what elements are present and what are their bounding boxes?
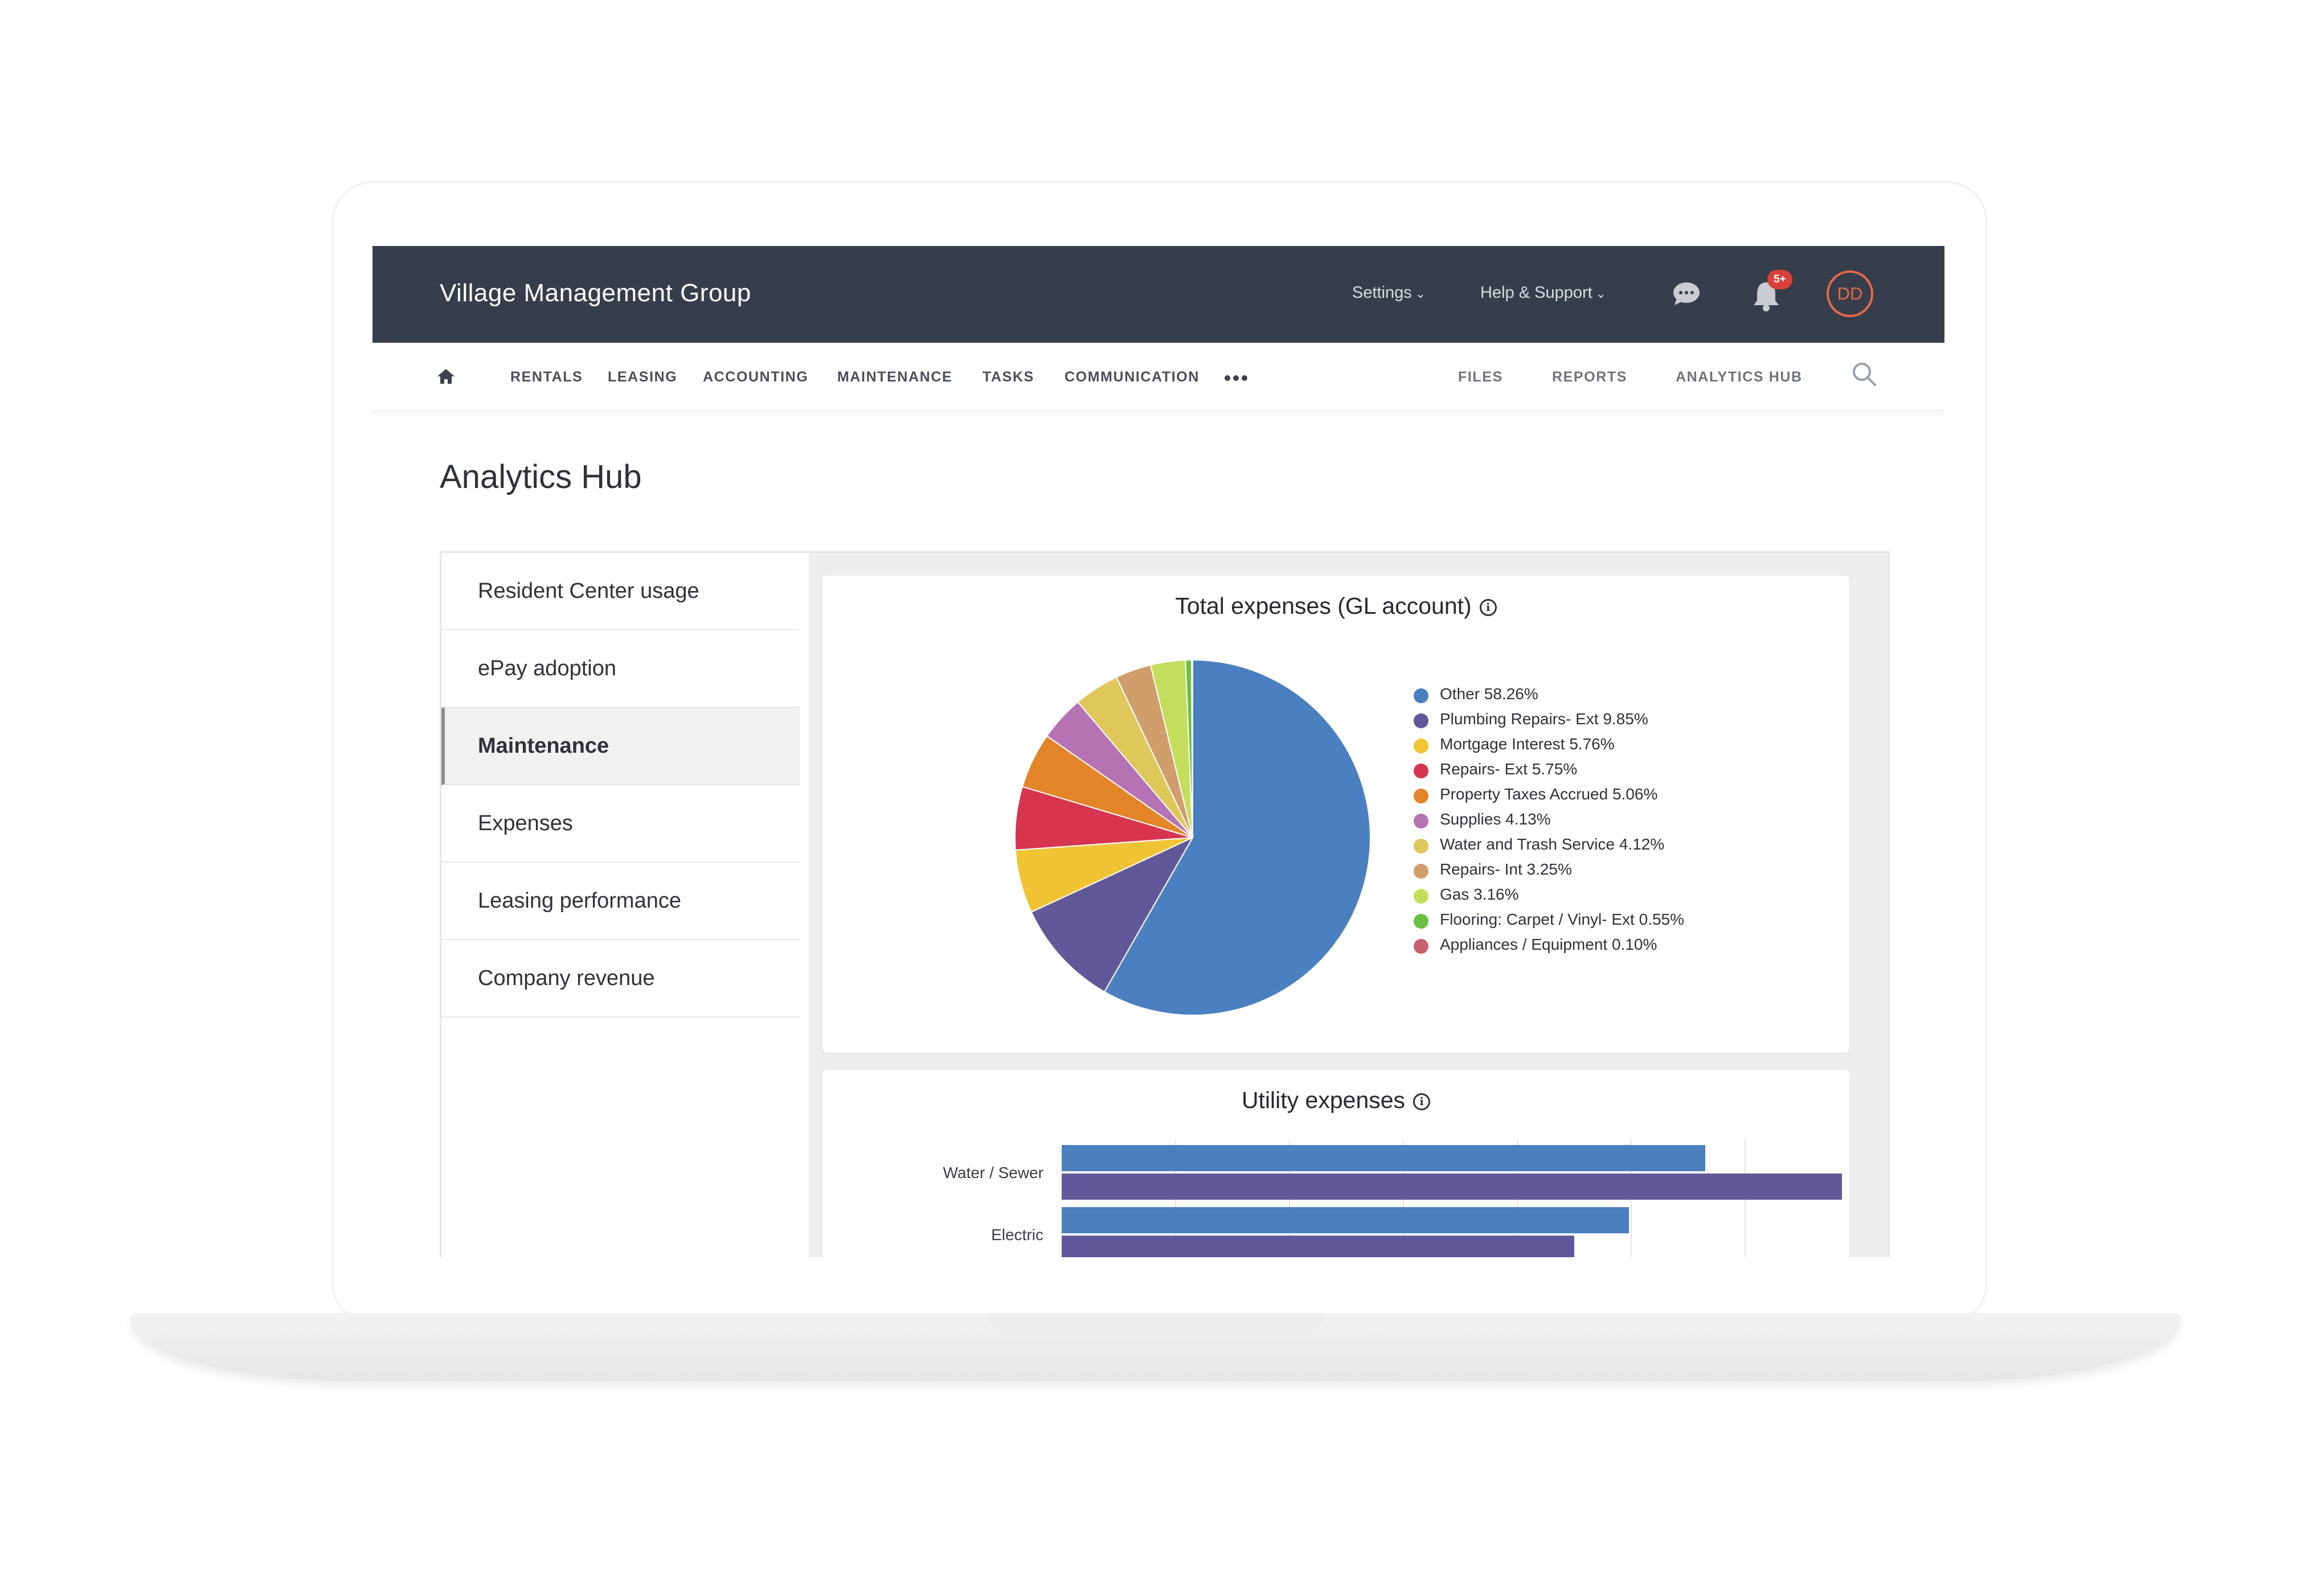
utility-expenses-card: Utility expenses i Water / Sewer Electric [822, 1070, 1849, 1257]
analytics-panel: Resident Center usage ePay adoption Main… [440, 551, 1890, 1257]
legend-item[interactable]: Repairs- Int 3.25% [1414, 859, 1733, 880]
main-nav: RENTALS LEASING ACCOUNTING MAINTENANCE T… [372, 343, 1944, 411]
legend-swatch [1414, 764, 1428, 778]
pie-legend: Other 58.26% Plumbing Repairs- Ext 9.85% M… [1414, 684, 1733, 959]
app-screen: Village Management Group Settings ⌄ Help … [372, 246, 1944, 1257]
bar[interactable] [1062, 1145, 1705, 1171]
legend-swatch [1414, 738, 1428, 753]
info-icon[interactable]: i [1479, 599, 1497, 617]
bar[interactable] [1062, 1174, 1842, 1200]
sidebar-item-expenses[interactable]: Expenses [441, 785, 800, 863]
analytics-sidebar: Resident Center usage ePay adoption Main… [441, 553, 800, 1257]
help-support-label: Help & Support [1480, 284, 1592, 302]
legend-item[interactable]: Plumbing Repairs- Ext 9.85% [1414, 709, 1733, 729]
chevron-down-icon: ⌄ [1415, 286, 1426, 301]
legend-swatch [1414, 889, 1428, 904]
legend-item[interactable]: Gas 3.16% [1414, 884, 1733, 905]
legend-label: Repairs- Int 3.25% [1440, 860, 1572, 878]
nav-communication[interactable]: COMMUNICATION [1065, 369, 1199, 385]
pie-slice-1[interactable] [1030, 836, 1194, 993]
top-bar: Village Management Group Settings ⌄ Help … [372, 246, 1944, 343]
legend-label: Flooring: Carpet / Vinyl- Ext 0.55% [1440, 910, 1685, 928]
legend-item[interactable]: Property Taxes Accrued 5.06% [1414, 784, 1733, 805]
category-label: Water / Sewer [943, 1164, 1043, 1181]
search-icon[interactable] [1851, 361, 1877, 387]
legend-label: Mortgage Interest 5.76% [1440, 735, 1615, 753]
legend-swatch [1414, 814, 1428, 828]
legend-swatch [1414, 864, 1428, 879]
legend-item[interactable]: Mortgage Interest 5.76% [1414, 734, 1733, 754]
legend-label: Gas 3.16% [1440, 885, 1519, 903]
company-name[interactable]: Village Management Group [440, 279, 751, 307]
utility-expenses-title-text: Utility expenses [1241, 1087, 1406, 1113]
legend-label: Water and Trash Service 4.12% [1440, 835, 1665, 853]
legend-swatch [1414, 839, 1428, 854]
total-expenses-card: Total expenses (GL account) i Other 58.26… [822, 576, 1849, 1053]
legend-item[interactable]: Repairs- Ext 5.75% [1414, 759, 1733, 779]
legend-label: Other 58.26% [1440, 685, 1538, 703]
legend-item[interactable]: Water and Trash Service 4.12% [1414, 834, 1733, 855]
legend-swatch [1414, 713, 1428, 728]
legend-swatch [1414, 688, 1428, 703]
nav-rentals[interactable]: RENTALS [510, 369, 583, 385]
sidebar-item-epay-adoption[interactable]: ePay adoption [441, 630, 800, 708]
total-expenses-title: Total expenses (GL account) i [822, 593, 1849, 619]
legend-label: Plumbing Repairs- Ext 9.85% [1440, 710, 1648, 728]
nav-maintenance[interactable]: MAINTENANCE [837, 369, 953, 385]
chevron-down-icon: ⌄ [1595, 286, 1607, 301]
nav-accounting[interactable]: ACCOUNTING [703, 369, 809, 385]
legend-label: Repairs- Ext 5.75% [1440, 760, 1578, 778]
legend-label: Supplies 4.13% [1440, 810, 1551, 828]
total-expenses-pie [1014, 659, 1371, 1016]
pie-slice-0[interactable] [1103, 659, 1371, 1016]
chat-icon[interactable] [1672, 281, 1701, 306]
legend-item[interactable]: Supplies 4.13% [1414, 809, 1733, 830]
nav-tasks[interactable]: TASKS [982, 369, 1034, 385]
sidebar-item-leasing-performance[interactable]: Leasing performance [441, 863, 800, 940]
settings-menu[interactable]: Settings ⌄ [1352, 284, 1426, 302]
user-avatar[interactable]: DD [1827, 270, 1873, 317]
category-label: Electric [991, 1226, 1043, 1244]
bar[interactable] [1062, 1236, 1574, 1257]
utility-expenses-title: Utility expenses i [822, 1087, 1849, 1114]
legend-label: Appliances / Equipment 0.10% [1440, 936, 1657, 953]
sidebar-item-resident-center-usage[interactable]: Resident Center usage [441, 553, 800, 630]
more-icon[interactable] [1224, 375, 1248, 381]
legend-swatch [1414, 939, 1428, 954]
total-expenses-title-text: Total expenses (GL account) [1175, 593, 1472, 619]
legend-label: Property Taxes Accrued 5.06% [1440, 785, 1658, 803]
legend-item[interactable]: Appliances / Equipment 0.10% [1414, 934, 1733, 955]
utility-expenses-bar-chart: Water / Sewer Electric [943, 1140, 1842, 1257]
sidebar-item-maintenance[interactable]: Maintenance [441, 708, 800, 785]
nav-files[interactable]: FILES [1458, 369, 1503, 385]
nav-reports[interactable]: REPORTS [1552, 369, 1628, 385]
legend-swatch [1414, 789, 1428, 803]
info-icon[interactable]: i [1413, 1093, 1431, 1111]
notification-badge: 5+ [1767, 270, 1792, 289]
nav-analytics-hub[interactable]: ANALYTICS HUB [1676, 369, 1803, 385]
laptop-notch [988, 1313, 1324, 1335]
legend-item[interactable]: Flooring: Carpet / Vinyl- Ext 0.55% [1414, 909, 1733, 930]
nav-leasing[interactable]: LEASING [608, 369, 678, 385]
sidebar-item-company-revenue[interactable]: Company revenue [441, 940, 800, 1017]
help-support-menu[interactable]: Help & Support ⌄ [1480, 284, 1606, 302]
pie-slice-10[interactable] [1191, 659, 1193, 838]
settings-label: Settings [1352, 284, 1412, 302]
legend-item[interactable]: Other 58.26% [1414, 684, 1733, 704]
bar[interactable] [1062, 1207, 1629, 1233]
legend-swatch [1414, 914, 1428, 929]
charts-area: Total expenses (GL account) i Other 58.26… [809, 553, 1888, 1257]
page-title: Analytics Hub [440, 458, 642, 495]
home-icon[interactable] [436, 368, 456, 385]
